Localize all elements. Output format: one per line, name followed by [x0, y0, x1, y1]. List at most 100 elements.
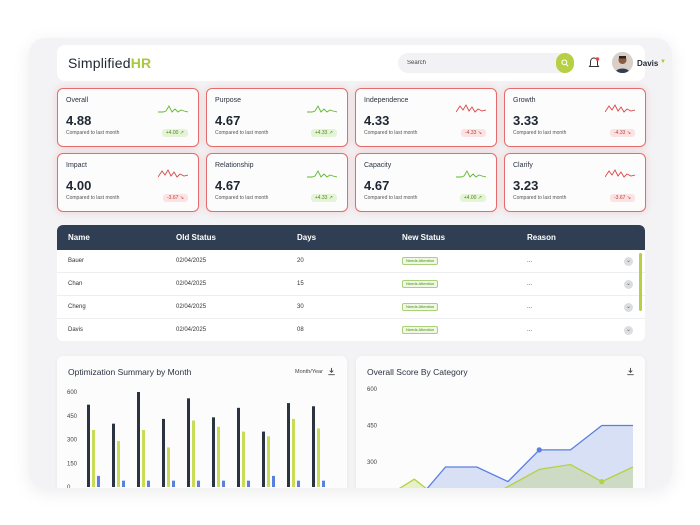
bar	[167, 447, 170, 487]
bar	[322, 480, 325, 487]
bar	[272, 475, 275, 487]
kpi-value: 4.67	[364, 178, 390, 193]
status-badge: Needs Attention	[402, 326, 439, 334]
sparkline-icon	[158, 105, 188, 113]
bar	[162, 418, 165, 487]
kpi-delta-badge: -3.67 ↘	[610, 194, 635, 202]
col-header-days[interactable]: Days	[297, 233, 317, 242]
kpi-card-capacity[interactable]: Capacity 4.67 Compared to last month +4.00 …	[355, 153, 497, 212]
sparkline-icon	[605, 169, 635, 178]
bar	[262, 431, 265, 487]
kpi-delta-badge: -3.67 ↘	[163, 194, 188, 202]
bar	[187, 398, 190, 487]
kpi-title: Independence	[364, 97, 409, 104]
search-input[interactable]	[407, 57, 547, 69]
kpi-value: 3.23	[513, 178, 539, 193]
optimization-title: Optimization Summary by Month	[68, 367, 192, 377]
table-row[interactable]: Bauer 02/04/2025 20 Needs Attention ... …	[57, 250, 645, 273]
bar	[222, 480, 225, 487]
chevron-down-icon[interactable]: ⌄	[624, 280, 633, 289]
user-name[interactable]: Davis	[637, 59, 659, 68]
series-line	[426, 424, 633, 488]
kpi-title: Clarify	[513, 162, 533, 169]
bar	[242, 431, 245, 487]
series-point[interactable]	[536, 447, 542, 453]
bar	[317, 428, 320, 487]
kpi-value: 4.67	[215, 178, 241, 193]
kpi-card-independence[interactable]: Independence 4.33 Compared to last month -4…	[355, 88, 497, 147]
sparkline-icon	[456, 170, 486, 178]
y-tick-label: 600	[367, 387, 378, 393]
chevron-down-icon[interactable]: ⌄	[624, 257, 633, 266]
bar	[112, 423, 115, 487]
kpi-delta-badge: +4.00 ↗	[459, 194, 486, 202]
bar	[197, 480, 200, 487]
cell-days: 20	[297, 258, 304, 264]
series-area	[427, 425, 633, 488]
app-logo[interactable]: SimplifiedHR	[68, 55, 152, 71]
notification-bell-icon[interactable]	[587, 56, 601, 70]
user-avatar[interactable]	[612, 52, 633, 73]
bar	[287, 403, 290, 487]
cell-days: 30	[297, 304, 304, 310]
search-icon	[561, 59, 569, 67]
chevron-down-icon[interactable]: ⌄	[624, 326, 633, 335]
kpi-compare-label: Compared to last month	[513, 130, 567, 136]
kpi-value: 4.00	[66, 178, 92, 193]
series-line	[398, 463, 634, 488]
download-icon[interactable]	[626, 367, 635, 376]
bar	[217, 426, 220, 487]
chevron-down-icon[interactable]: ▼	[660, 59, 666, 65]
overall-score-title: Overall Score By Category	[367, 367, 468, 377]
y-tick-label: 150	[67, 461, 78, 467]
kpi-compare-label: Compared to last month	[364, 195, 418, 201]
kpi-card-growth[interactable]: Growth 3.33 Compared to last month -4.33 ↘	[504, 88, 646, 147]
bar	[137, 392, 140, 487]
table-row[interactable]: Davis 02/04/2025 08 Needs Attention ... …	[57, 319, 645, 341]
kpi-title: Relationship	[215, 162, 254, 169]
sparkline-icon	[605, 104, 635, 113]
cell-name: Bauer	[68, 258, 85, 264]
kpi-title: Impact	[66, 162, 88, 169]
sparkline-icon	[158, 169, 188, 178]
kpi-compare-label: Compared to last month	[513, 195, 567, 201]
month-year-selector[interactable]: Month/Year	[295, 369, 323, 375]
bar	[297, 480, 300, 487]
table-scrollbar[interactable]	[639, 253, 642, 311]
cell-days: 08	[297, 327, 304, 333]
search-button[interactable]	[556, 53, 574, 73]
kpi-card-relationship[interactable]: Relationship 4.67 Compared to last month +4…	[206, 153, 348, 212]
table-row[interactable]: Chan 02/04/2025 15 Needs Attention ... ⌄	[57, 273, 645, 296]
y-tick-label: 300	[367, 460, 378, 466]
col-header-reason[interactable]: Reason	[527, 233, 556, 242]
table-row[interactable]: Cheng 02/04/2025 30 Needs Attention ... …	[57, 296, 645, 319]
table-header: Name Old Status Days New Status Reason	[57, 225, 645, 250]
bar	[97, 475, 100, 487]
col-header-name[interactable]: Name	[68, 233, 90, 242]
status-badge: Needs Attention	[402, 303, 439, 311]
optimization-panel: Optimization Summary by Month Month/Year…	[57, 356, 347, 488]
kpi-delta-badge: +4.00 ↗	[161, 129, 188, 137]
cell-name: Davis	[68, 327, 84, 333]
kpi-card-overall[interactable]: Overall 4.88 Compared to last month +4.00 ↗	[57, 88, 199, 147]
chevron-down-icon[interactable]: ⌄	[624, 303, 633, 312]
col-header-new-status[interactable]: New Status	[402, 233, 446, 242]
bar	[117, 441, 120, 487]
download-icon[interactable]	[327, 367, 336, 376]
col-header-old-status[interactable]: Old Status	[176, 233, 217, 242]
kpi-title: Overall	[66, 97, 89, 104]
kpi-card-clarify[interactable]: Clarify 3.23 Compared to last month -3.67 ↘	[504, 153, 646, 212]
series-point[interactable]	[599, 479, 605, 485]
kpi-card-purpose[interactable]: Purpose 4.67 Compared to last month +4.33 ↗	[206, 88, 348, 147]
top-header: SimplifiedHR Davis ▼	[57, 45, 666, 81]
cell-old-status: 02/04/2025	[176, 304, 207, 310]
kpi-value: 4.33	[364, 113, 390, 128]
bar	[292, 418, 295, 487]
bar	[192, 420, 195, 487]
kpi-compare-label: Compared to last month	[215, 130, 269, 136]
cell-old-status: 02/04/2025	[176, 258, 207, 264]
kpi-card-impact[interactable]: Impact 4.00 Compared to last month -3.67 ↘	[57, 153, 199, 212]
kpi-value: 3.33	[513, 113, 539, 128]
cell-reason: ...	[527, 281, 533, 287]
